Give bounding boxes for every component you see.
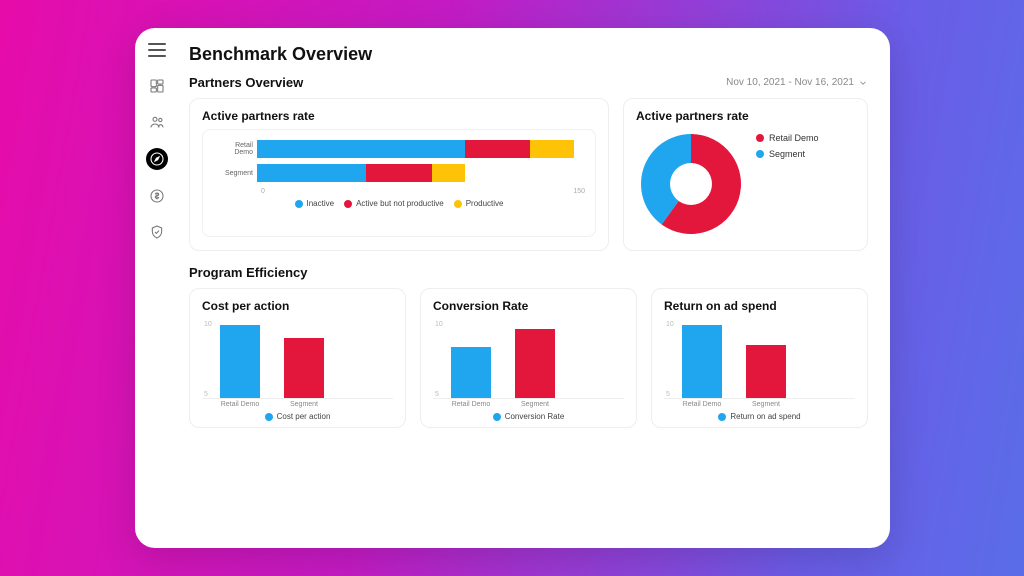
x-label: Segment — [515, 401, 555, 408]
legend-label: Conversion Rate — [505, 412, 565, 421]
section-partners-title: Partners Overview — [189, 75, 303, 90]
mini-bar — [515, 329, 555, 398]
mini-chart: 105 — [664, 319, 855, 399]
chevron-down-icon — [858, 78, 868, 88]
x-label: Segment — [284, 401, 324, 408]
people-icon[interactable] — [147, 112, 167, 132]
card-mini-0: Cost per action 105 Retail Demo Segment Cost… — [189, 288, 406, 428]
mini-legend: Conversion Rate — [433, 412, 624, 421]
date-range-text: Nov 10, 2021 - Nov 16, 2021 — [726, 77, 854, 88]
mini-chart: 105 — [433, 319, 624, 399]
bar-segment — [257, 140, 465, 158]
legend-label: Productive — [466, 199, 504, 208]
legend-label: Return on ad spend — [730, 412, 800, 421]
card-mini-2: Return on ad spend 105 Retail Demo Segment R… — [651, 288, 868, 428]
donut-legend: Retail Demo Segment — [756, 129, 819, 159]
page-title: Benchmark Overview — [189, 44, 868, 65]
shield-icon[interactable] — [147, 222, 167, 242]
stacked-row-bars — [257, 164, 585, 182]
legend-label: Active but not productive — [356, 199, 444, 208]
legend-label: Cost per action — [277, 412, 331, 421]
app-window: Benchmark Overview Partners Overview Nov… — [135, 28, 890, 548]
mini-bar — [746, 345, 786, 398]
sidebar — [135, 28, 179, 548]
mini-title: Conversion Rate — [433, 299, 624, 313]
menu-icon[interactable] — [147, 40, 167, 60]
x-label: Segment — [746, 401, 786, 408]
bar-segment — [366, 164, 432, 182]
bar-segment — [257, 164, 366, 182]
legend-label: Retail Demo — [769, 133, 819, 143]
x-label: Retail Demo — [682, 401, 722, 408]
stacked-row-label: Segment — [213, 170, 257, 177]
card-donut: Active partners rate Retail Demo Segment — [623, 98, 868, 251]
donut-title: Active partners rate — [636, 109, 855, 123]
compass-icon[interactable] — [146, 148, 168, 170]
date-range-picker[interactable]: Nov 10, 2021 - Nov 16, 2021 — [726, 77, 868, 88]
stacked-title: Active partners rate — [202, 109, 596, 123]
stacked-chart: RetailDemo Segment 0150 Inactive Active but … — [202, 129, 596, 237]
section-efficiency-title: Program Efficiency — [189, 265, 868, 280]
mini-bar — [284, 338, 324, 398]
x-label: Retail Demo — [451, 401, 491, 408]
x-label: Retail Demo — [220, 401, 260, 408]
mini-bar — [682, 325, 722, 398]
mini-bar — [220, 325, 260, 398]
mini-title: Return on ad spend — [664, 299, 855, 313]
bar-segment — [432, 164, 465, 182]
mini-legend: Return on ad spend — [664, 412, 855, 421]
mini-legend: Cost per action — [202, 412, 393, 421]
bar-segment — [465, 140, 531, 158]
stacked-row-label: RetailDemo — [213, 142, 257, 156]
stacked-row-bars — [257, 140, 585, 158]
main-content: Benchmark Overview Partners Overview Nov… — [179, 28, 890, 548]
card-stacked-bar: Active partners rate RetailDemo Segment 01… — [189, 98, 609, 251]
card-mini-1: Conversion Rate 105 Retail Demo Segment Conv… — [420, 288, 637, 428]
mini-bar — [451, 347, 491, 398]
dollar-icon[interactable] — [147, 186, 167, 206]
donut-chart — [636, 129, 746, 244]
bar-segment — [530, 140, 574, 158]
stacked-legend: Inactive Active but not productive Product… — [213, 199, 585, 208]
mini-title: Cost per action — [202, 299, 393, 313]
x-axis: 0150 — [213, 188, 585, 195]
mini-chart: 105 — [202, 319, 393, 399]
legend-label: Segment — [769, 149, 805, 159]
dashboard-icon[interactable] — [147, 76, 167, 96]
legend-label: Inactive — [307, 199, 335, 208]
